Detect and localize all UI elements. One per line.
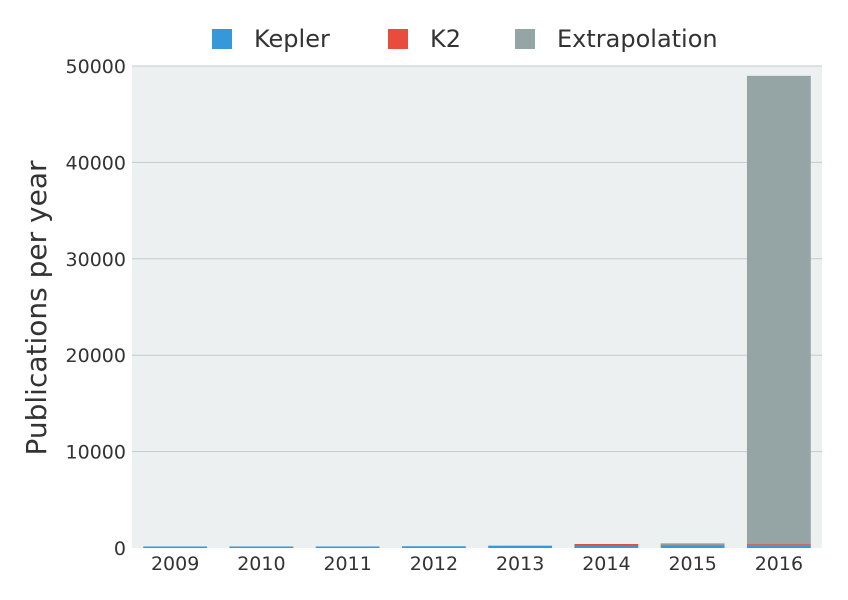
x-tick-label: 2009 xyxy=(151,553,199,575)
legend-swatch-k2 xyxy=(388,29,408,49)
x-axis-ticks: 2009 2010 2011 2012 2013 2014 2015 2016 xyxy=(151,553,803,575)
legend: Kepler K2 Extrapolation xyxy=(212,25,718,53)
bar-kepler-2009 xyxy=(143,546,208,548)
legend-swatch-extrapolation xyxy=(515,29,535,49)
bar-kepler-2013 xyxy=(488,545,553,548)
bar-kepler-2012 xyxy=(401,546,466,548)
bar-k2-2014 xyxy=(574,543,639,546)
bar-kepler-2011 xyxy=(315,546,380,548)
y-tick-label: 30000 xyxy=(66,249,126,271)
bar-k2-2016 xyxy=(746,543,811,546)
legend-label-extrapolation: Extrapolation xyxy=(557,25,718,53)
y-tick-label: 40000 xyxy=(66,152,126,174)
x-tick-label: 2015 xyxy=(668,553,716,575)
y-tick-label: 50000 xyxy=(66,56,126,78)
bar-kepler-2016 xyxy=(746,545,811,548)
bar-extrapolation-2015 xyxy=(660,543,725,545)
y-tick-label: 20000 xyxy=(66,345,126,367)
x-tick-label: 2011 xyxy=(323,553,371,575)
bar-kepler-2014 xyxy=(574,545,639,548)
legend-swatch-kepler xyxy=(212,29,232,49)
y-axis-ticks: 0 10000 20000 30000 40000 50000 xyxy=(66,56,126,560)
bars xyxy=(143,75,811,548)
bar-kepler-2015 xyxy=(660,545,725,548)
x-tick-label: 2013 xyxy=(496,553,544,575)
y-tick-label: 0 xyxy=(114,538,126,560)
y-axis-label: Publications per year xyxy=(20,160,53,456)
grid-lines xyxy=(132,65,822,453)
x-tick-label: 2014 xyxy=(582,553,630,575)
bar-kepler-2010 xyxy=(229,546,294,548)
y-tick-label: 10000 xyxy=(66,442,126,464)
x-tick-label: 2012 xyxy=(410,553,458,575)
plot-area xyxy=(132,66,822,548)
legend-label-k2: K2 xyxy=(430,25,461,53)
x-tick-label: 2016 xyxy=(755,553,803,575)
legend-label-kepler: Kepler xyxy=(254,25,330,53)
bar-extrapolation-2016 xyxy=(746,75,811,545)
x-tick-label: 2010 xyxy=(237,553,285,575)
